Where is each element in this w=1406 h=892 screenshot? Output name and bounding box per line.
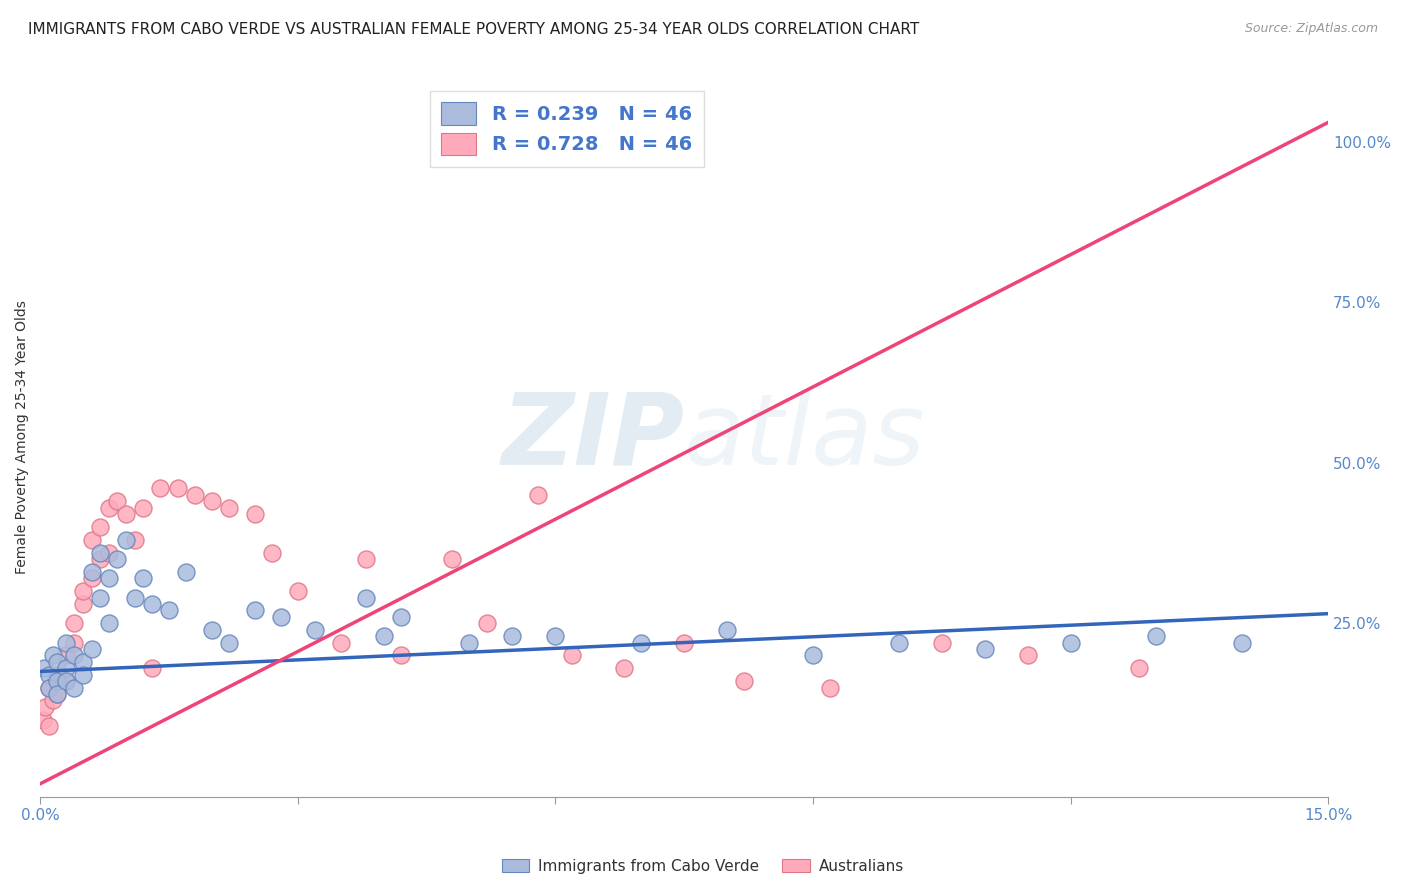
Point	[201, 494, 224, 508]
Point	[183, 488, 205, 502]
Point	[80, 642, 103, 657]
Point	[373, 629, 395, 643]
Point	[31, 713, 53, 727]
Point	[356, 591, 378, 605]
Point	[46, 674, 69, 689]
Point	[105, 494, 128, 508]
Point	[89, 546, 111, 560]
Text: IMMIGRANTS FROM CABO VERDE VS AUSTRALIAN FEMALE POVERTY AMONG 25-34 YEAR OLDS CO: IMMIGRANTS FROM CABO VERDE VS AUSTRALIAN…	[28, 22, 920, 37]
Text: atlas: atlas	[685, 389, 925, 485]
Point	[55, 648, 77, 663]
Point	[329, 635, 352, 649]
Point	[63, 635, 86, 649]
Point	[201, 623, 224, 637]
Point	[97, 500, 120, 515]
Legend: R = 0.239   N = 46, R = 0.728   N = 46: R = 0.239 N = 46, R = 0.728 N = 46	[430, 91, 704, 167]
Text: ZIP: ZIP	[501, 389, 685, 485]
Y-axis label: Female Poverty Among 25-34 Year Olds: Female Poverty Among 25-34 Year Olds	[15, 300, 30, 574]
Point	[356, 552, 378, 566]
Point	[260, 546, 283, 560]
Point	[149, 482, 172, 496]
Point	[89, 552, 111, 566]
Point	[613, 661, 636, 675]
Point	[38, 681, 60, 695]
Point	[80, 565, 103, 579]
Point	[1144, 629, 1167, 643]
Point	[733, 674, 755, 689]
Point	[931, 635, 953, 649]
Point	[527, 488, 550, 502]
Point	[304, 623, 326, 637]
Point	[55, 674, 77, 689]
Point	[1232, 635, 1254, 649]
Point	[97, 546, 120, 560]
Point	[55, 674, 77, 689]
Point	[441, 552, 464, 566]
Point	[458, 635, 481, 649]
Point	[973, 642, 995, 657]
Point	[38, 667, 60, 681]
Point	[55, 635, 77, 649]
Point	[42, 693, 65, 707]
Point	[34, 661, 56, 675]
Legend: Immigrants from Cabo Verde, Australians: Immigrants from Cabo Verde, Australians	[495, 853, 911, 880]
Point	[124, 591, 146, 605]
Point	[72, 667, 94, 681]
Point	[97, 571, 120, 585]
Point	[97, 616, 120, 631]
Point	[1128, 661, 1150, 675]
Point	[55, 661, 77, 675]
Point	[46, 687, 69, 701]
Text: Source: ZipAtlas.com: Source: ZipAtlas.com	[1244, 22, 1378, 36]
Point	[801, 648, 824, 663]
Point	[1059, 635, 1081, 649]
Point	[63, 681, 86, 695]
Point	[46, 687, 69, 701]
Point	[34, 699, 56, 714]
Point	[115, 507, 138, 521]
Point	[818, 681, 841, 695]
Point	[80, 533, 103, 547]
Point	[243, 603, 266, 617]
Point	[89, 520, 111, 534]
Point	[887, 635, 910, 649]
Point	[389, 648, 412, 663]
Point	[544, 629, 567, 643]
Point	[287, 584, 309, 599]
Point	[243, 507, 266, 521]
Point	[501, 629, 523, 643]
Point	[141, 661, 163, 675]
Point	[38, 719, 60, 733]
Point	[716, 623, 738, 637]
Point	[630, 635, 652, 649]
Point	[270, 610, 292, 624]
Point	[218, 500, 240, 515]
Point	[72, 655, 94, 669]
Point	[80, 571, 103, 585]
Point	[389, 610, 412, 624]
Point	[218, 635, 240, 649]
Point	[46, 667, 69, 681]
Point	[115, 533, 138, 547]
Point	[105, 552, 128, 566]
Point	[141, 597, 163, 611]
Point	[46, 655, 69, 669]
Point	[72, 584, 94, 599]
Point	[63, 616, 86, 631]
Point	[673, 635, 696, 649]
Point	[38, 681, 60, 695]
Point	[124, 533, 146, 547]
Point	[132, 500, 155, 515]
Point	[42, 648, 65, 663]
Point	[132, 571, 155, 585]
Point	[174, 565, 197, 579]
Point	[63, 648, 86, 663]
Point	[475, 616, 498, 631]
Point	[561, 648, 583, 663]
Point	[89, 591, 111, 605]
Point	[72, 597, 94, 611]
Point	[157, 603, 180, 617]
Point	[166, 482, 188, 496]
Point	[1017, 648, 1039, 663]
